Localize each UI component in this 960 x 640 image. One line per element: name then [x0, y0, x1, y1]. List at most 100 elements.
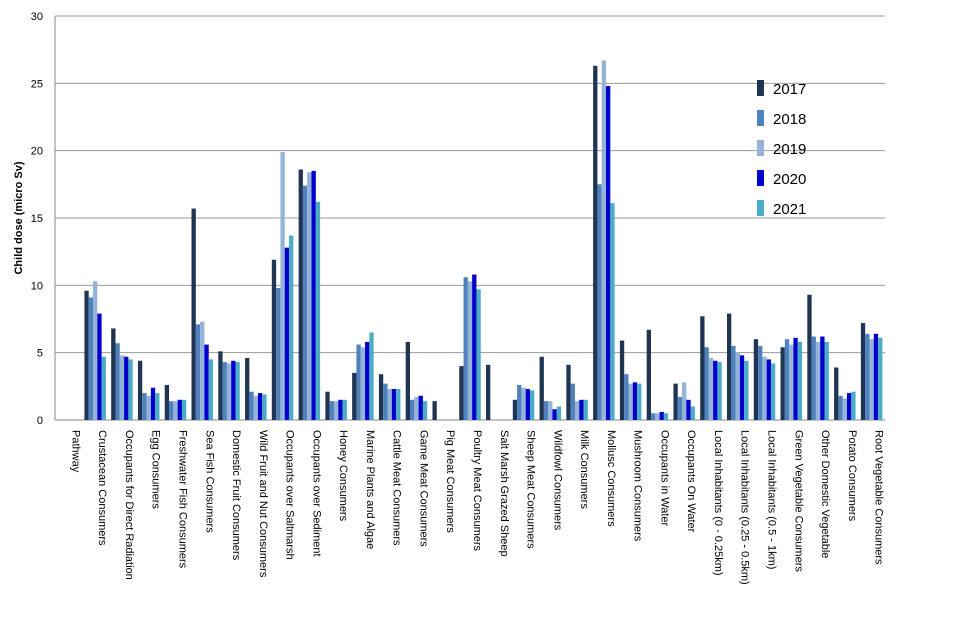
bar-2020: [257, 393, 263, 420]
category-label: Potato Consumers: [846, 430, 858, 522]
category-label: Domestic Fruit Consumers: [230, 430, 242, 561]
y-tick-label: 15: [31, 213, 43, 225]
category-label: Milk Consumers: [578, 430, 590, 509]
bar-2019: [708, 358, 714, 420]
y-tick-label: 25: [31, 78, 43, 90]
bar-2017: [325, 391, 330, 420]
category-label: Local Inhabitants (0.5 - 1km): [766, 430, 778, 569]
category-label: Cattle Meat Consumers: [391, 430, 403, 546]
bar-2019: [735, 352, 740, 420]
bar-2017: [780, 347, 785, 420]
y-axis-label: Child dose (micro Sv): [13, 161, 25, 274]
bar-2020: [686, 399, 691, 420]
bar-2017: [298, 169, 303, 420]
category-label: Honey Consumers: [337, 430, 349, 522]
bar-2017: [486, 364, 491, 420]
legend: 2017 2018 2019 2020 2021: [757, 80, 806, 218]
category-label: Occupants in Water: [658, 430, 670, 527]
category-label: Salt Marsh Grazed Sheep: [498, 430, 510, 557]
bar-2017: [378, 374, 384, 420]
bar-2018: [543, 401, 549, 420]
bar-2019: [387, 389, 392, 420]
bar-2018: [222, 362, 227, 420]
category-label: Wild Fruit and Nut Consumers: [257, 430, 269, 578]
bar-2019: [815, 341, 821, 420]
category-label: Local Inhabitants (0 - 0.25km): [712, 430, 724, 576]
bar-2020: [552, 409, 557, 420]
bar-2019: [146, 395, 151, 420]
bar-2017: [111, 328, 116, 420]
bar-2019: [601, 60, 607, 420]
category-label: Other Domestic Vegetable: [819, 430, 831, 558]
bar-2019: [842, 398, 847, 420]
bar-2018: [249, 391, 254, 420]
bar-2017: [700, 316, 705, 420]
bar-2021: [181, 399, 187, 420]
category-label: Occupants over Sediment: [310, 430, 322, 557]
bar-2018: [410, 399, 415, 420]
category-label: Occupants On Water: [685, 430, 697, 533]
bar-2020: [231, 360, 236, 420]
bar-2021: [396, 389, 401, 420]
bar-2019: [628, 383, 633, 420]
bar-2017: [164, 384, 170, 420]
category-label: Game Meat Consumers: [417, 430, 429, 547]
legend-swatch: [757, 80, 764, 96]
bar-2017: [860, 323, 866, 420]
legend-swatch: [757, 110, 764, 126]
category-label: Root Vegetable Consumers: [873, 430, 885, 565]
bar-2021: [770, 363, 776, 420]
category-label: Occupants for Direct Radiation: [123, 430, 135, 580]
bar-2020: [338, 399, 343, 420]
bar-2018: [570, 383, 575, 420]
bar-2017: [753, 339, 759, 420]
bar-2020: [150, 387, 156, 420]
bar-2019: [789, 344, 794, 420]
bar-2018: [650, 413, 656, 420]
bar-2017: [726, 313, 732, 420]
bar-2017: [432, 401, 437, 420]
bar-2019: [93, 281, 98, 420]
bar-2020: [793, 337, 798, 420]
bar-2019: [360, 347, 366, 420]
category-label: Sea Fish Consumers: [203, 430, 215, 533]
bar-2019: [869, 339, 874, 420]
bar-2021: [128, 359, 133, 420]
bar-2019: [119, 355, 125, 420]
bar-2018: [169, 401, 174, 420]
bar-2021: [878, 337, 883, 420]
bar-2021: [101, 356, 106, 420]
bar-2020: [391, 389, 397, 420]
bar-2017: [566, 364, 571, 420]
bar-2017: [271, 259, 277, 420]
bar-2020: [472, 274, 477, 420]
category-label: Freshwater Fish Consumers: [176, 430, 188, 569]
category-label: Pathway: [69, 430, 81, 473]
bar-2019: [173, 401, 178, 420]
bar-2018: [758, 345, 763, 420]
bar-2020: [632, 382, 638, 420]
bar-2020: [739, 355, 745, 420]
bar-2021: [315, 201, 321, 420]
bar-2020: [124, 356, 129, 420]
bar-2018: [329, 401, 334, 420]
bar-2020: [606, 86, 611, 420]
y-tick-labels: 0 5 10 15 20 25 30: [31, 11, 43, 427]
bar-2021: [422, 401, 428, 420]
bar-2019: [200, 321, 205, 420]
bar-2017: [619, 340, 625, 420]
bar-2017: [459, 366, 464, 420]
bar-2019: [414, 397, 419, 420]
bar-2021: [155, 393, 160, 420]
bar-2021: [797, 341, 803, 420]
bar-2020: [284, 247, 290, 420]
category-label: Mushroom Consumers: [632, 430, 644, 542]
bar-2017: [191, 208, 196, 420]
bar-2021: [529, 390, 535, 420]
bar-2018: [302, 185, 308, 420]
bar-2017: [807, 294, 812, 420]
bar-2017: [673, 383, 678, 420]
legend-label: 2018: [773, 111, 806, 128]
legend-swatch: [757, 170, 764, 186]
bar-2021: [690, 406, 695, 420]
